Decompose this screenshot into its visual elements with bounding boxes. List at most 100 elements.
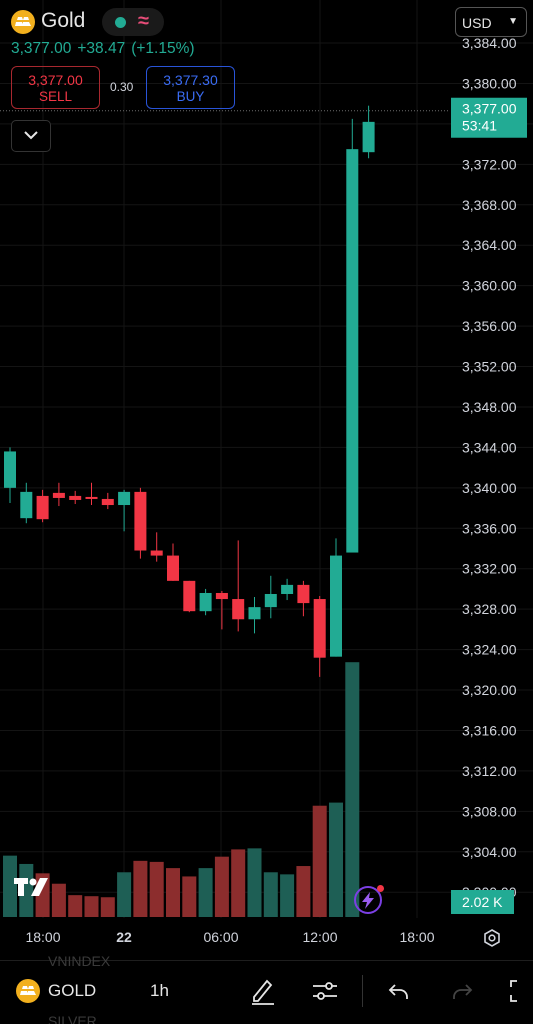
symbol-header: Gold ≈ USD ▼ 3,377.00 +38.47 (+1.15%) 3,37…: [0, 0, 533, 115]
toolbar-divider: [362, 975, 363, 1007]
currency-value: USD: [462, 15, 492, 31]
candle-body[interactable]: [36, 495, 49, 520]
volume-bar: [68, 895, 83, 917]
candle-body[interactable]: [248, 607, 261, 620]
collapse-header-button[interactable]: [11, 120, 51, 152]
price-axis-label: 3,344.00: [462, 439, 517, 455]
candle-body[interactable]: [118, 491, 131, 506]
price-axis-label: 3,328.00: [462, 601, 517, 617]
volume-bar: [280, 874, 295, 917]
symbol-selector[interactable]: GOLD: [48, 981, 97, 1000]
price-axis-label: 3,332.00: [462, 561, 517, 577]
volume-bar: [214, 856, 229, 917]
candle-body[interactable]: [264, 593, 277, 608]
price-axis-label: 3,368.00: [462, 197, 517, 213]
volume-bar: [51, 883, 66, 917]
delayed-data-icon: ≈: [138, 10, 149, 32]
sell-price: 3,377.00: [28, 72, 83, 88]
chart-settings-icon[interactable]: [482, 928, 502, 953]
candle-body[interactable]: [150, 550, 163, 556]
volume-bar: [312, 805, 327, 917]
price-axis-label: 3,384.00: [462, 35, 517, 51]
fullscreen-icon[interactable]: [508, 977, 533, 1005]
market-open-icon: [115, 17, 126, 28]
price-axis-label: 3,324.00: [462, 642, 517, 658]
candle-body[interactable]: [346, 149, 359, 553]
price-axis-label: 3,352.00: [462, 359, 517, 375]
price-axis-label: 3,340.00: [462, 480, 517, 496]
price-chart[interactable]: 3,384.003,380.003,376.003,372.003,368.00…: [0, 0, 533, 960]
volume-bar: [345, 662, 360, 917]
volume-bar: [149, 861, 164, 917]
candle-body[interactable]: [297, 584, 310, 604]
gold-logo: [16, 979, 40, 1003]
candle-body[interactable]: [281, 584, 294, 594]
volume-bar: [100, 897, 115, 917]
volume-bar: [117, 872, 132, 917]
current-price-value: 3,377.00: [462, 101, 517, 117]
sell-label: SELL: [38, 89, 73, 104]
chevron-down-icon: [24, 131, 38, 140]
volume-bar: [198, 868, 213, 917]
volume-tag: [451, 890, 514, 914]
price-change: +38.47: [77, 40, 126, 57]
price-change-percent: (+1.15%): [131, 40, 195, 57]
watchlist-item-below[interactable]: SILVER: [48, 1013, 97, 1024]
candle-body[interactable]: [232, 599, 245, 620]
volume-value: 2.02 K: [462, 894, 503, 910]
flash-alerts-icon[interactable]: [354, 885, 384, 914]
volume-bar: [296, 866, 311, 917]
volume-bar: [182, 876, 197, 917]
price-axis-label: 3,316.00: [462, 722, 517, 738]
candle-body[interactable]: [4, 451, 16, 488]
candle-body[interactable]: [167, 555, 179, 581]
price-axis-label: 3,348.00: [462, 399, 517, 415]
volume-bar: [166, 868, 180, 917]
buy-label: BUY: [176, 89, 205, 104]
price-axis-label: 3,356.00: [462, 318, 517, 334]
buy-button[interactable]: 3,377.30 BUY: [146, 66, 235, 109]
sell-button[interactable]: 3,377.00 SELL: [11, 66, 100, 109]
candle-body[interactable]: [313, 599, 326, 658]
undo-icon[interactable]: [387, 977, 411, 1005]
notification-dot: [377, 885, 384, 892]
candle-body[interactable]: [69, 495, 82, 500]
candle-body[interactable]: [183, 580, 196, 612]
price-axis-label: 3,336.00: [462, 520, 517, 536]
interval-selector[interactable]: 1h: [150, 981, 169, 1000]
bottom-toolbar: VNINDEX SILVER GOLD 1h: [0, 953, 533, 1024]
volume-bar: [329, 802, 343, 917]
time-axis-label: 06:00: [203, 929, 238, 945]
draw-tool-icon[interactable]: [250, 977, 276, 1005]
candle-body[interactable]: [134, 491, 147, 551]
symbol-name[interactable]: Gold: [41, 9, 86, 32]
candle-body[interactable]: [215, 592, 228, 600]
price-axis-label: 3,304.00: [462, 844, 517, 860]
price-axis-label: 3,308.00: [462, 803, 517, 819]
market-status-pill[interactable]: ≈: [102, 8, 164, 36]
candle-body[interactable]: [20, 491, 33, 519]
redo-icon[interactable]: [450, 977, 474, 1005]
candle-body[interactable]: [101, 498, 114, 506]
time-axis-label: 22: [116, 929, 132, 945]
candle-body[interactable]: [85, 496, 98, 499]
price-axis-label: 3,312.00: [462, 763, 517, 779]
watchlist-item-above[interactable]: VNINDEX: [48, 953, 111, 969]
volume-bar: [133, 860, 148, 917]
tradingview-logo[interactable]: [14, 876, 56, 903]
spread-value: 0.30: [110, 80, 134, 94]
currency-select[interactable]: USD ▼: [455, 7, 527, 37]
time-axis-label: 18:00: [399, 929, 434, 945]
volume-bar: [3, 855, 17, 917]
price-axis-label: 3,360.00: [462, 278, 517, 294]
price-axis-label: 3,380.00: [462, 75, 517, 91]
time-axis-label: 12:00: [302, 929, 337, 945]
candle-body[interactable]: [330, 555, 342, 657]
candle-body[interactable]: [199, 592, 212, 612]
candle-body[interactable]: [362, 121, 375, 153]
candle-body[interactable]: [52, 492, 65, 498]
indicators-icon[interactable]: [311, 977, 339, 1005]
volume-bar: [19, 863, 34, 917]
volume-bar: [84, 896, 99, 917]
chevron-down-icon: ▼: [508, 16, 518, 27]
